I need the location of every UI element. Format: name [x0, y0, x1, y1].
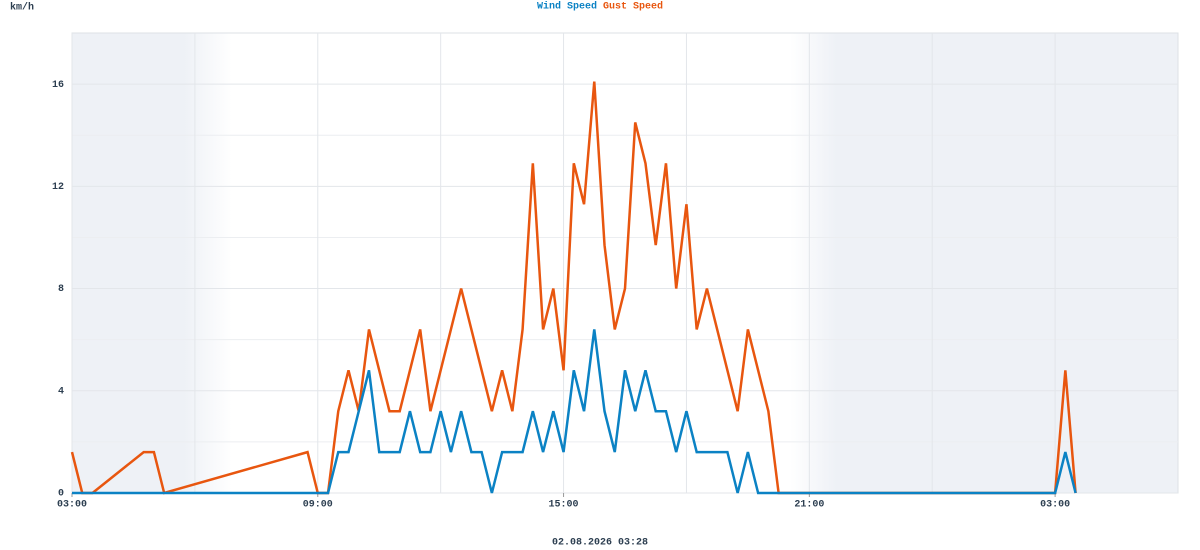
night-shade	[72, 33, 232, 493]
series-line	[72, 329, 1077, 495]
x-tick-label: 21:00	[794, 500, 824, 511]
footer-timestamp: 02.08.2026 03:28	[552, 538, 648, 549]
x-tick-label: 15:00	[549, 500, 579, 511]
y-tick-label: 4	[58, 386, 64, 397]
x-tick-label: 03:00	[1040, 500, 1070, 511]
legend: Wind Speed Gust Speed	[537, 1, 663, 13]
y-tick-label: 0	[58, 489, 64, 500]
y-tick-label: 12	[52, 182, 64, 193]
y-tick-label: 8	[58, 284, 64, 295]
x-tick-label: 09:00	[303, 500, 333, 511]
legend-entry: Wind Speed	[537, 1, 597, 13]
night-shade	[790, 33, 1178, 493]
series-line	[70, 81, 1077, 495]
legend-entry: Gust Speed	[603, 1, 663, 13]
x-tick-label: 03:00	[57, 500, 87, 511]
y-tick-label: 16	[52, 80, 64, 91]
y-unit: km/h	[10, 2, 34, 14]
